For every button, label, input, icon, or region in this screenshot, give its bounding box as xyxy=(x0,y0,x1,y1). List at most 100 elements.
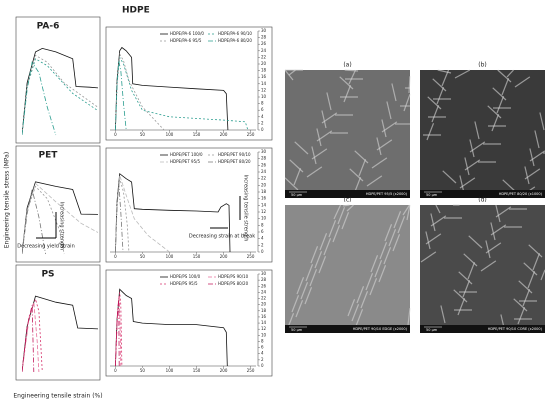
y-tick-label: 2 xyxy=(261,357,264,362)
sem-texture xyxy=(527,271,536,289)
sem-texture xyxy=(386,101,392,120)
x-tick-label: 100 xyxy=(166,368,174,373)
series-line xyxy=(115,178,130,253)
sem-texture xyxy=(432,78,447,92)
sem-texture xyxy=(528,244,543,258)
y-tick-label: 8 xyxy=(261,338,264,343)
caption-bar xyxy=(420,325,545,333)
sem-texture xyxy=(318,256,327,274)
sem-texture xyxy=(288,69,296,76)
sem-texture xyxy=(480,260,497,272)
sem-texture xyxy=(388,229,397,247)
sem-texture xyxy=(300,282,309,300)
sem-texture xyxy=(304,287,313,305)
panel-frame xyxy=(15,264,101,381)
sem-texture xyxy=(370,255,379,273)
sem-texture xyxy=(383,247,392,265)
sem-texture xyxy=(339,76,354,90)
sem-texture xyxy=(342,204,350,207)
panel-frame xyxy=(105,147,273,263)
sem-texture xyxy=(391,83,397,102)
y-tick-label: 10 xyxy=(261,94,267,99)
y-tick-label: 20 xyxy=(261,302,267,307)
series-line xyxy=(22,58,98,136)
sem-texture xyxy=(393,211,402,229)
sem-texture xyxy=(467,262,476,280)
y-tick-label: 6 xyxy=(261,229,264,234)
sem-texture xyxy=(442,170,457,184)
legend-label: HDPE/PS 100/0 xyxy=(170,274,201,279)
sem-image xyxy=(285,70,410,198)
sem-texture xyxy=(485,240,491,259)
sem-texture xyxy=(437,69,452,74)
y-tick-label: 12 xyxy=(261,209,267,214)
legend-label: HDPE/PA-6 80/20 xyxy=(218,38,252,43)
sem-texture xyxy=(348,69,357,85)
sem-texture xyxy=(328,220,337,238)
sem-texture xyxy=(427,96,442,110)
sem-texture xyxy=(463,253,478,267)
image-label: (d) xyxy=(478,197,487,204)
x-tick-label: 50 xyxy=(140,254,146,259)
sem-texture xyxy=(462,280,471,298)
sem-texture xyxy=(306,166,323,178)
annotation: Decreasing strain at break xyxy=(189,234,255,240)
sem-texture xyxy=(502,179,517,193)
sem-texture xyxy=(408,76,411,94)
panel-title: PS xyxy=(41,270,54,280)
series-line xyxy=(115,181,124,253)
series-line xyxy=(22,302,40,373)
sem-texture xyxy=(310,246,319,264)
sem-image xyxy=(420,205,545,333)
scale-label: 50 µm xyxy=(291,193,303,197)
x-tick-label: 150 xyxy=(193,368,201,373)
y-tick-label: 16 xyxy=(261,314,267,319)
y-tick-label: 14 xyxy=(261,320,267,325)
y-axis-label: Engineering tensile stress (MPa) xyxy=(4,152,11,248)
sem-image xyxy=(285,205,410,333)
x-tick-label: 50 xyxy=(140,132,146,137)
sem-texture xyxy=(289,159,304,173)
sem-texture xyxy=(356,286,365,304)
y-tick-label: 18 xyxy=(261,308,267,313)
y-tick-label: 18 xyxy=(261,189,267,194)
caption-bar xyxy=(420,190,545,198)
sem-texture xyxy=(311,146,317,165)
panel-title: PET xyxy=(39,151,59,161)
series-line xyxy=(115,298,120,367)
sem-texture xyxy=(491,114,500,132)
caption-bar xyxy=(285,325,410,333)
sem-texture xyxy=(309,269,318,287)
sem-texture xyxy=(425,231,431,250)
image-caption: HDPE/PET 80/20 (x1000) xyxy=(499,192,543,196)
y-tick-label: 14 xyxy=(261,81,267,86)
series-line xyxy=(115,60,127,131)
sem-texture xyxy=(518,280,533,294)
sem-texture xyxy=(454,69,471,79)
sem-texture xyxy=(384,224,393,242)
x-tick-label: 0 xyxy=(114,254,117,259)
series-line xyxy=(115,295,122,367)
sem-texture xyxy=(513,298,528,312)
series-line xyxy=(115,292,123,367)
sem-texture xyxy=(319,233,328,251)
sem-texture xyxy=(474,121,480,140)
image-caption: HDPE/PET 90/10 CORE (x2000) xyxy=(488,327,543,331)
legend-label: HDPE/PET 100/0 xyxy=(170,152,203,157)
y-tick-label: 22 xyxy=(261,54,267,59)
y-tick-label: 20 xyxy=(261,182,267,187)
y-tick-label: 28 xyxy=(261,156,267,161)
sem-texture xyxy=(469,139,475,158)
y-tick-label: 28 xyxy=(261,277,267,282)
y-tick-label: 26 xyxy=(261,41,267,46)
sem-texture xyxy=(374,260,383,278)
sem-texture xyxy=(341,212,350,230)
y-tick-label: 22 xyxy=(261,296,267,301)
sem-texture xyxy=(333,204,342,220)
sem-texture xyxy=(492,87,507,101)
legend-label: HDPE/PET 90/10 xyxy=(218,152,251,157)
y-tick-label: 8 xyxy=(261,222,264,227)
y-tick-label: 20 xyxy=(261,61,267,66)
figure-title: HDPE xyxy=(122,6,150,16)
